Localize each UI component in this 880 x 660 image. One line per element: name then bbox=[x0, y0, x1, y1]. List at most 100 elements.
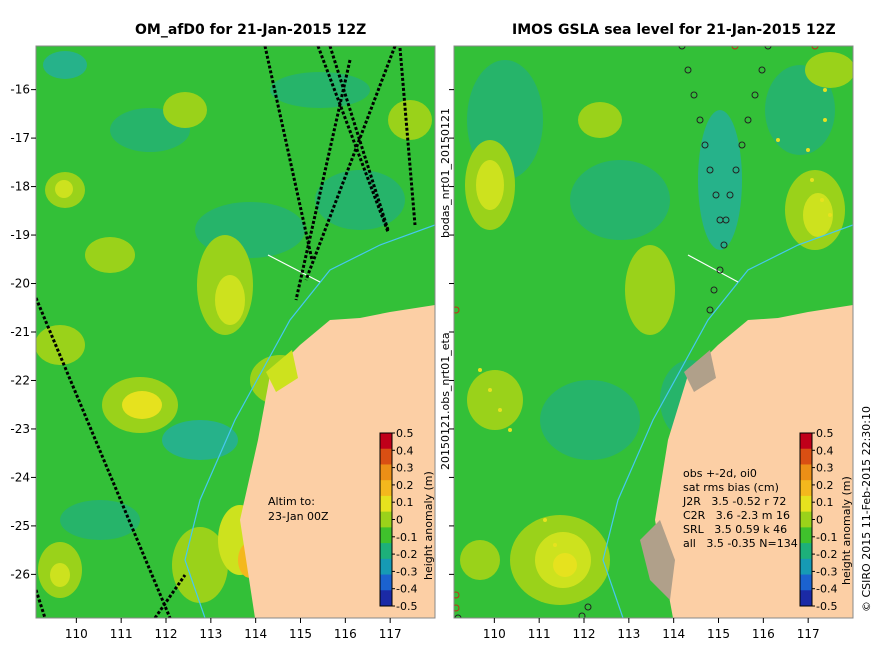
y-tick-label: -21 bbox=[10, 325, 30, 339]
left-river-contour bbox=[184, 224, 435, 618]
x-tick-label: 113 bbox=[617, 627, 640, 641]
colorbar-segment bbox=[380, 495, 392, 513]
stats-row: SRL 3.5 0.59 k 46 bbox=[683, 523, 787, 536]
stats-header1: obs +-2d, oi0 bbox=[683, 467, 757, 480]
colorbar-tick-label: 0.5 bbox=[816, 427, 834, 440]
x-tick-label: 115 bbox=[707, 627, 730, 641]
colorbar-tick-label: -0.5 bbox=[816, 600, 837, 613]
y-tick-label: -23 bbox=[10, 422, 30, 436]
stats-row: J2R 3.5 -0.52 r 72 bbox=[682, 495, 786, 508]
y-tick-label: -16 bbox=[10, 83, 30, 97]
colorbar-tick-label: 0.4 bbox=[816, 444, 834, 457]
y-tick-label: -22 bbox=[10, 373, 30, 387]
x-tick-label: 111 bbox=[110, 627, 133, 641]
colorbar-segment bbox=[380, 480, 392, 497]
colorbar-tick-label: 0.5 bbox=[396, 427, 414, 440]
side-label-bottom: 20150121.obs_nrt01_eta bbox=[439, 332, 452, 470]
colorbar-segment bbox=[380, 558, 392, 576]
colorbar-tick-label: 0 bbox=[396, 514, 403, 527]
side-label-top: bodas_nrt01_20150121 bbox=[439, 108, 452, 238]
colorbar-segment bbox=[800, 527, 812, 544]
altim-note-line1: Altim to: bbox=[268, 495, 315, 508]
colorbar-segment bbox=[800, 558, 812, 576]
colorbar-tick-label: -0.2 bbox=[396, 548, 417, 561]
colorbar-tick-label: -0.1 bbox=[396, 531, 417, 544]
left-map-title: OM_afD0 for 21-Jan-2015 12Z bbox=[135, 22, 367, 38]
colorbar-tick-label: 0.1 bbox=[816, 496, 834, 509]
colorbar-segment bbox=[800, 543, 812, 560]
x-tick-label: 114 bbox=[662, 627, 685, 641]
x-tick-label: 112 bbox=[155, 627, 178, 641]
colorbar-tick-label: 0.3 bbox=[396, 462, 414, 475]
right-observation-dots bbox=[478, 88, 832, 572]
x-tick-label: 117 bbox=[797, 627, 820, 641]
colorbar-segment bbox=[380, 543, 392, 560]
colorbar-segment bbox=[380, 527, 392, 544]
colorbar-tick-label: 0.1 bbox=[396, 496, 414, 509]
x-tick-label: 110 bbox=[483, 627, 506, 641]
colorbar-tick-label: -0.4 bbox=[396, 583, 417, 596]
x-tick-label: 116 bbox=[334, 627, 357, 641]
altim-note-line2: 23-Jan 00Z bbox=[268, 510, 329, 523]
colorbar-tick-label: 0.2 bbox=[396, 479, 414, 492]
stats-box: obs +-2d, oi0 sat rms bias (cm) J2R 3.5 … bbox=[682, 467, 798, 550]
colorbar-segment bbox=[380, 464, 392, 481]
left-satellite-tracks bbox=[36, 46, 417, 618]
colorbar-segment bbox=[380, 574, 392, 591]
colorbar-segment bbox=[800, 495, 812, 513]
right-map-title: IMOS GSLA sea level for 21-Jan-2015 12Z bbox=[512, 22, 836, 38]
right-observation-markers bbox=[454, 46, 819, 618]
colorbar-segment bbox=[800, 590, 812, 607]
y-tick-label: -18 bbox=[10, 180, 30, 194]
colorbar-segment bbox=[800, 574, 812, 591]
colorbar-segment bbox=[380, 448, 392, 465]
stats-header2: sat rms bias (cm) bbox=[683, 481, 779, 494]
x-tick-label: 112 bbox=[573, 627, 596, 641]
x-tick-label: 113 bbox=[199, 627, 222, 641]
right-map bbox=[453, 45, 854, 619]
copyright-label: © CSIRO 2015 11-Feb-2015 22:30:10 bbox=[860, 406, 873, 612]
left-anomaly-contours bbox=[36, 46, 435, 618]
left-map-axes: 110 111 112 113 114 115 116 117 -16 -17 -18 -19 -20 -… bbox=[10, 83, 401, 641]
colorbar-tick-label: 0.4 bbox=[396, 444, 414, 457]
y-tick-label: -17 bbox=[10, 131, 30, 145]
colorbar-segment bbox=[800, 511, 812, 528]
colorbar-tick-label: -0.3 bbox=[816, 565, 837, 578]
right-map-axes: 110 111 112 113 114 115 116 117 bbox=[449, 89, 820, 641]
colorbar-tick-label: 0.3 bbox=[816, 462, 834, 475]
colorbar-segment bbox=[380, 433, 392, 450]
colorbar-segment bbox=[800, 480, 812, 497]
right-river-contour bbox=[602, 224, 853, 618]
colorbar-tick-label: -0.1 bbox=[816, 531, 837, 544]
x-tick-label: 115 bbox=[289, 627, 312, 641]
left-map bbox=[35, 45, 436, 619]
stats-row: C2R 3.6 -2.3 m 16 bbox=[683, 509, 790, 522]
y-tick-label: -20 bbox=[10, 277, 30, 291]
x-tick-label: 114 bbox=[244, 627, 267, 641]
colorbar-tick-label: -0.4 bbox=[816, 583, 837, 596]
colorbar-tick-label: -0.2 bbox=[816, 548, 837, 561]
colorbar-segment bbox=[380, 511, 392, 528]
x-tick-label: 116 bbox=[752, 627, 775, 641]
x-tick-label: 111 bbox=[528, 627, 551, 641]
colorbar-segment bbox=[800, 433, 812, 450]
colorbar-tick-label: 0 bbox=[816, 514, 823, 527]
right-colorbar-label: height anomaly (m) bbox=[840, 476, 853, 585]
stats-row: all 3.5 -0.35 N=134 bbox=[683, 537, 798, 550]
left-colorbar-label: height anomaly (m) bbox=[422, 471, 435, 580]
colorbar-segment bbox=[800, 464, 812, 481]
colorbar-tick-label: -0.5 bbox=[396, 600, 417, 613]
colorbar-tick-label: -0.3 bbox=[396, 565, 417, 578]
colorbar-segment bbox=[380, 590, 392, 607]
x-tick-label: 117 bbox=[379, 627, 402, 641]
left-colorbar: 0.5 0.4 0.3 0.2 0.1 0 -0.1 -0.2 -0.3 -0.4 -0.5 bbox=[379, 427, 417, 613]
y-tick-label: -25 bbox=[10, 519, 30, 533]
right-colorbar: 0.5 0.4 0.3 0.2 0.1 0 -0.1 -0.2 -0.3 -0.4 -0.5 bbox=[799, 427, 837, 613]
colorbar-segment bbox=[800, 448, 812, 465]
y-tick-label: -19 bbox=[10, 228, 30, 242]
y-tick-label: -24 bbox=[10, 470, 30, 484]
x-tick-label: 110 bbox=[65, 627, 88, 641]
y-tick-label: -26 bbox=[10, 567, 30, 581]
colorbar-tick-label: 0.2 bbox=[816, 479, 834, 492]
